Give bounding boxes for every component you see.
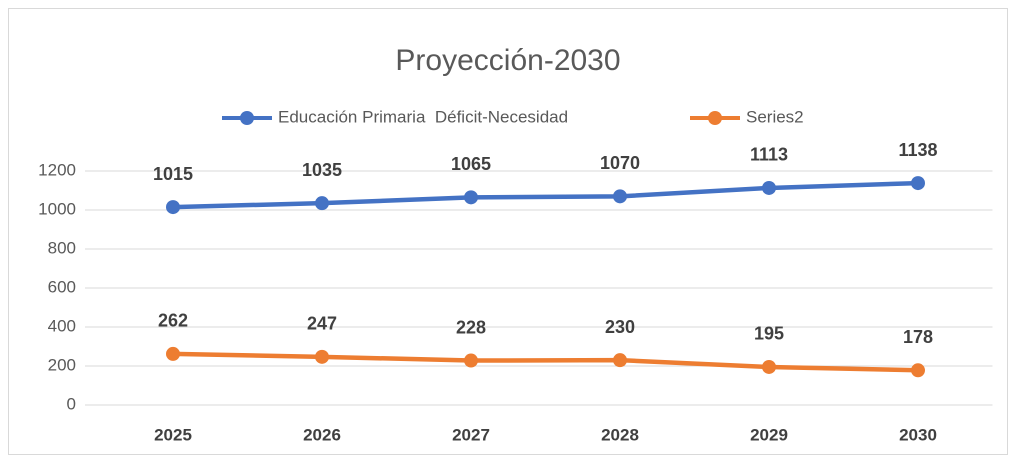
data-label: 1138 — [898, 140, 937, 160]
data-point — [464, 353, 478, 368]
data-point — [613, 353, 627, 368]
data-label: 1070 — [600, 153, 640, 173]
legend-marker — [708, 111, 722, 125]
y-tick-label: 200 — [48, 355, 76, 374]
x-tick-label: 2030 — [899, 425, 937, 444]
y-tick-label: 0 — [67, 394, 76, 413]
y-tick-label: 600 — [48, 277, 76, 296]
data-point — [166, 346, 180, 361]
data-label: 1015 — [153, 164, 193, 184]
data-point — [315, 196, 329, 211]
chart-title: Proyección-2030 — [395, 44, 620, 77]
data-point — [166, 200, 180, 215]
data-label: 1113 — [750, 145, 788, 165]
data-label: 195 — [754, 324, 784, 344]
data-point — [464, 190, 478, 205]
x-tick-label: 2027 — [452, 425, 490, 444]
data-point — [911, 363, 925, 378]
data-label: 230 — [605, 317, 635, 337]
data-point — [762, 180, 776, 195]
x-tick-label: 2026 — [303, 425, 341, 444]
y-tick-label: 800 — [48, 238, 76, 257]
data-point — [613, 189, 627, 204]
legend-label: Educación Primaria Déficit-Necesidad — [278, 107, 568, 126]
data-label: 228 — [456, 317, 486, 337]
chart-border — [8, 8, 1008, 455]
x-tick-label: 2029 — [750, 425, 788, 444]
data-label: 247 — [307, 314, 337, 334]
data-label: 1035 — [302, 160, 342, 180]
data-label: 1065 — [451, 154, 491, 174]
series-line — [172, 351, 919, 373]
legend-marker — [240, 111, 254, 125]
data-point — [315, 349, 329, 364]
x-tick-label: 2025 — [154, 425, 192, 444]
x-tick-label: 2028 — [601, 425, 639, 444]
data-point — [911, 176, 925, 191]
y-tick-label: 400 — [48, 316, 76, 335]
legend-label: Series2 — [746, 107, 804, 126]
data-label: 178 — [903, 327, 933, 347]
data-point — [762, 359, 776, 374]
data-label: 262 — [158, 311, 188, 331]
series-line — [172, 180, 919, 210]
y-tick-label: 1000 — [38, 199, 76, 218]
y-tick-label: 1200 — [38, 160, 76, 179]
